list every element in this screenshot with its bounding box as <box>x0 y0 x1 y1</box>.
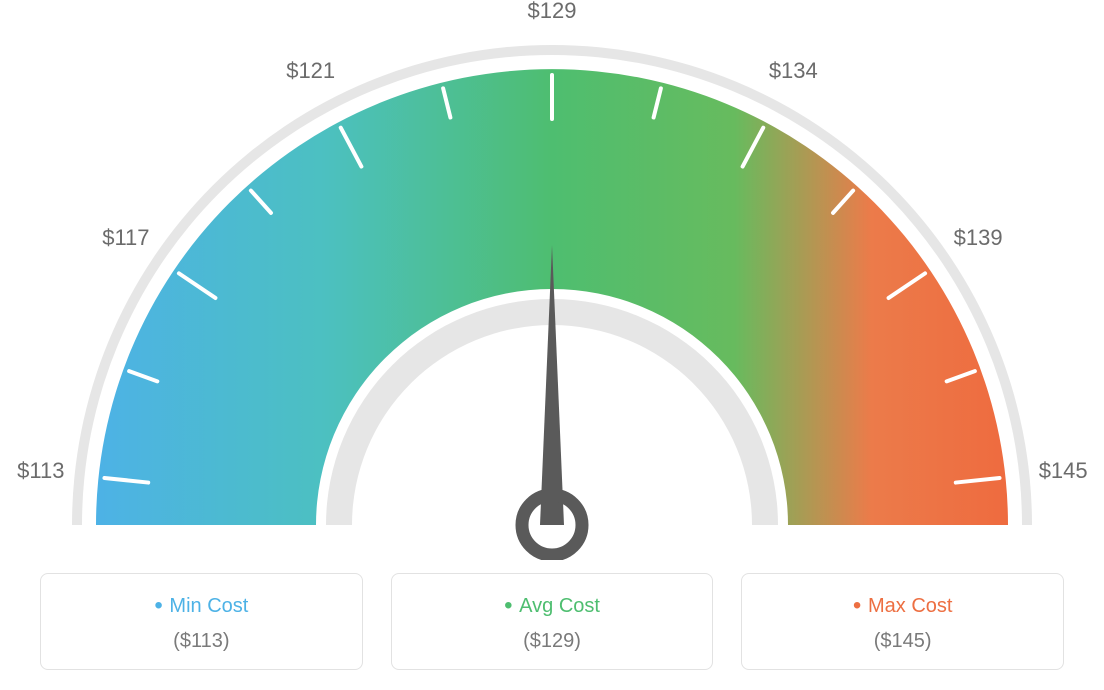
gauge-tick-label: $117 <box>102 225 149 251</box>
legend-card-label: Avg Cost <box>402 592 703 620</box>
gauge-tick-label: $129 <box>528 0 577 24</box>
gauge-tick-label: $139 <box>954 225 1003 251</box>
gauge-svg <box>0 0 1104 560</box>
legend-card-label: Max Cost <box>752 592 1053 620</box>
gauge-tick-label: $113 <box>17 458 64 484</box>
legend-card-value: ($113) <box>51 630 352 653</box>
legend-row: Min Cost ($113) Avg Cost ($129) Max Cost ($14… <box>40 573 1064 670</box>
gauge-chart: $113 $117 $121 $129 $134 $139 $145 <box>0 0 1104 560</box>
legend-card-label: Min Cost <box>51 592 352 620</box>
legend-card-value: ($145) <box>752 630 1053 653</box>
gauge-tick-label: $145 <box>1039 458 1088 484</box>
gauge-tick-label: $121 <box>286 58 335 84</box>
legend-card-value: ($129) <box>402 630 703 653</box>
legend-card: Avg Cost ($129) <box>391 573 714 670</box>
legend-card: Max Cost ($145) <box>741 573 1064 670</box>
legend-card: Min Cost ($113) <box>40 573 363 670</box>
gauge-tick-label: $134 <box>769 58 818 84</box>
